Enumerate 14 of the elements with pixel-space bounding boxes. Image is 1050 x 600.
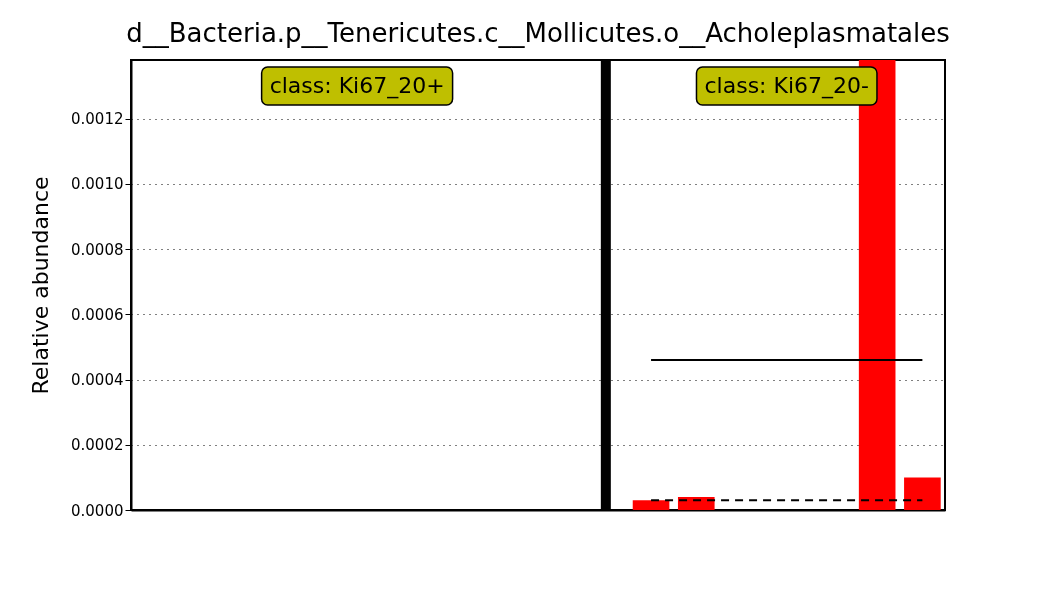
y-tick-label: 0.0000	[71, 501, 124, 520]
y-axis-title: Relative abundance	[28, 176, 54, 395]
y-tick-label: 0.0008	[71, 240, 124, 259]
bar	[632, 500, 670, 510]
y-tick-label: 0.0006	[71, 305, 124, 324]
annotation: class: Ki67_20-	[704, 73, 869, 99]
bar	[677, 496, 715, 510]
y-tick-label: 0.0010	[71, 175, 124, 194]
chart-title: d__Bacteria.p__Tenericutes.c__Mollicutes.o__Acholeplasmatales	[126, 18, 950, 48]
y-tick-label: 0.0004	[71, 371, 124, 390]
annotation: class: Ki67_20+	[269, 73, 445, 99]
y-tick-label: 0.0002	[71, 436, 124, 455]
bar	[904, 477, 941, 510]
y-tick-label: 0.0012	[71, 110, 124, 129]
